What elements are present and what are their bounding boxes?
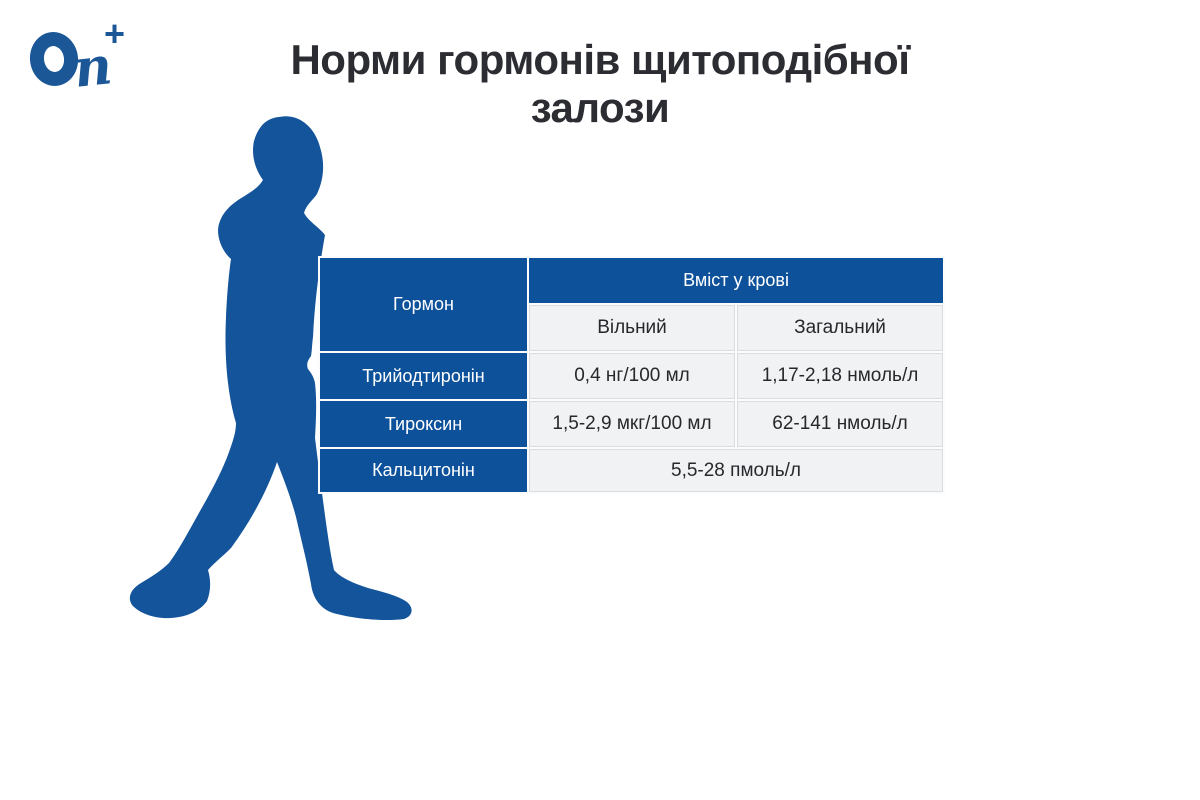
cell-hormone-name: Трийодтиронін <box>318 351 529 401</box>
page-title-line2: залози <box>530 84 670 131</box>
cell-hormone-name: Тироксин <box>318 399 529 449</box>
table-header-row: Гормон Вміст у крові <box>318 256 946 353</box>
cell-free-value: 0,4 нг/100 мл <box>527 351 737 401</box>
table-row: Тироксин 1,5-2,9 мкг/100 мл 62-141 нмоль… <box>318 399 946 449</box>
page-title: Норми гормонів щитоподібної залози <box>200 36 1000 132</box>
table-row: Трийодтиронін 0,4 нг/100 мл 1,17-2,18 нм… <box>318 351 946 401</box>
cell-combined-value: 5,5-28 пмоль/л <box>526 447 946 494</box>
hormone-norms-table: Гормон Вміст у крові Вільний Загальний Т… <box>318 256 946 494</box>
on-plus-logo: n + <box>26 13 138 114</box>
table-row: Кальцитонін 5,5-28 пмоль/л <box>318 447 946 494</box>
page-title-line1: Норми гормонів щитоподібної <box>290 36 910 83</box>
cell-hormone-name: Кальцитонін <box>318 447 529 494</box>
cell-total-value: 1,17-2,18 нмоль/л <box>734 351 946 401</box>
logo-plus-icon: + <box>104 13 126 54</box>
table-subheader-row: Вільний Загальний <box>319 303 946 353</box>
cell-total-value: 62-141 нмоль/л <box>734 399 946 449</box>
cell-free-value: 1,5-2,9 мкг/100 мл <box>527 399 737 449</box>
col-header-hormone: Гормон <box>318 256 529 353</box>
col-header-blood-content: Вміст у крові <box>526 256 946 305</box>
col-header-free: Вільний <box>527 303 737 353</box>
col-header-total: Загальний <box>734 303 946 353</box>
